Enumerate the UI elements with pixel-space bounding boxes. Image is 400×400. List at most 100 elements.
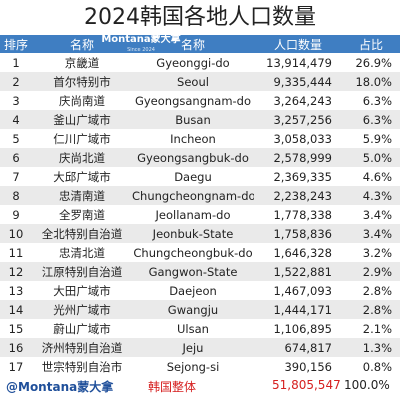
footer-total: @Montana蒙大拿 韩国整体 51,805,547 100.0% xyxy=(0,375,400,397)
share-cell: 2.9% xyxy=(362,264,392,279)
rank-cell: 15 xyxy=(8,321,24,336)
share-cell: 3.4% xyxy=(362,226,392,241)
rank-cell: 2 xyxy=(12,74,20,89)
population-cell: 1,106,895 xyxy=(273,321,332,336)
population-table: 排序 名称 名称 人口数量 占比 1 京畿道 Gyeonggi-do 13,914,4… xyxy=(0,35,400,376)
name-en-cell: Jeollanam-do xyxy=(155,207,231,222)
rank-cell: 6 xyxy=(12,150,20,165)
name-en-cell: Chungcheongnam-do xyxy=(132,188,254,203)
name-en-cell: Seoul xyxy=(177,74,209,89)
rank-cell: 8 xyxy=(12,188,20,203)
brand-tagline: Since 2024 xyxy=(127,47,155,53)
header-name-cn: 名称 xyxy=(69,37,94,52)
header-rank: 排序 xyxy=(3,37,28,52)
population-cell: 674,817 xyxy=(284,340,332,355)
name-en-cell: Incheon xyxy=(170,131,216,146)
name-en-cell: Gwangju xyxy=(167,302,219,317)
name-en-cell: Gyeonggi-do xyxy=(156,55,230,70)
table-row: 15 蔚山广域市 Ulsan 1,106,895 2.1% xyxy=(0,319,400,338)
population-cell: 2,238,243 xyxy=(273,188,332,203)
table-row: 8 忠清南道 Chungcheongnam-do 2,238,243 4.3% xyxy=(0,186,400,205)
header-share: 占比 xyxy=(358,37,383,52)
table-row: 1 京畿道 Gyeonggi-do 13,914,479 26.9% xyxy=(0,53,400,72)
population-cell: 1,467,093 xyxy=(273,283,332,298)
header-name-en: 名称 xyxy=(180,37,205,52)
name-en-cell: Gyeongsangnam-do xyxy=(134,93,252,108)
name-cn-cell: 光州广域市 xyxy=(53,302,111,317)
population-cell: 2,369,335 xyxy=(273,169,332,184)
rank-cell: 13 xyxy=(8,283,24,298)
name-cn-cell: 全罗南道 xyxy=(59,207,105,222)
total-label: 韩国整体 xyxy=(148,380,197,394)
name-en-cell: Jeonbuk-State xyxy=(152,226,234,241)
name-cn-cell: 忠清南道 xyxy=(59,188,105,203)
share-cell: 2.8% xyxy=(362,302,392,317)
rank-cell: 9 xyxy=(12,207,20,222)
table-row: 5 仁川广域市 Incheon 3,058,033 5.9% xyxy=(0,129,400,148)
population-cell: 13,914,479 xyxy=(266,55,332,70)
author-handle: @Montana蒙大拿 xyxy=(6,380,114,394)
table-row: 6 庆尚北道 Gyeongsangbuk-do 2,578,999 5.0% xyxy=(0,148,400,167)
table-row: 9 全罗南道 Jeollanam-do 1,778,338 3.4% xyxy=(0,205,400,224)
rank-cell: 1 xyxy=(12,55,20,70)
table-header-row: 排序 名称 名称 人口数量 占比 xyxy=(0,35,400,53)
share-cell: 2.8% xyxy=(362,283,392,298)
total-share: 100.0% xyxy=(344,378,390,392)
name-cn-cell: 庆尚南道 xyxy=(59,93,105,108)
table-row: 12 江原特别自治道 Gangwon-State 1,522,881 2.9% xyxy=(0,262,400,281)
population-cell: 1,758,836 xyxy=(273,226,332,241)
name-cn-cell: 庆尚北道 xyxy=(59,150,105,165)
population-cell: 3,264,243 xyxy=(273,93,332,108)
name-en-cell: Jeju xyxy=(182,340,204,355)
share-cell: 1.3% xyxy=(362,340,392,355)
table-row: 4 釜山广域市 Busan 3,257,256 6.3% xyxy=(0,110,400,129)
name-en-cell: Daejeon xyxy=(169,283,217,298)
share-cell: 6.3% xyxy=(362,93,392,108)
share-cell: 6.3% xyxy=(362,112,392,127)
table-row: 10 全北特别自治道 Jeonbuk-State 1,758,836 3.4% xyxy=(0,224,400,243)
population-cell: 1,646,328 xyxy=(273,245,332,260)
table-row: 2 首尔特别市 Seoul 9,335,444 18.0% xyxy=(0,72,400,91)
share-cell: 3.4% xyxy=(362,207,392,222)
name-cn-cell: 济州特别自治道 xyxy=(41,340,123,355)
name-cn-cell: 忠清北道 xyxy=(59,245,105,260)
name-en-cell: Daegu xyxy=(174,169,212,184)
population-cell: 3,257,256 xyxy=(273,112,332,127)
rank-cell: 17 xyxy=(8,359,24,374)
name-en-cell: Gangwon-State xyxy=(148,264,238,279)
table-row: 14 光州广域市 Gwangju 1,444,171 2.8% xyxy=(0,300,400,319)
rank-cell: 5 xyxy=(12,131,20,146)
name-en-cell: Chungcheongbuk-do xyxy=(133,245,253,260)
share-cell: 0.8% xyxy=(362,359,392,374)
population-cell: 1,522,881 xyxy=(273,264,332,279)
table-row: 3 庆尚南道 Gyeongsangnam-do 3,264,243 6.3% xyxy=(0,91,400,110)
share-cell: 5.9% xyxy=(362,131,392,146)
table-row: 17 世宗特别自治市 Sejong-si 390,156 0.8% xyxy=(0,357,400,376)
page-title: 2024韩国各地人口数量 xyxy=(84,5,316,30)
table-row: 13 大田广域市 Daejeon 1,467,093 2.8% xyxy=(0,281,400,300)
population-cell: 1,778,338 xyxy=(273,207,332,222)
brand-name: Montana蒙大拿 xyxy=(101,34,181,45)
table-row: 16 济州特别自治道 Jeju 674,817 1.3% xyxy=(0,338,400,357)
name-cn-cell: 世宗特别自治市 xyxy=(41,359,123,374)
population-cell: 390,156 xyxy=(284,359,332,374)
share-cell: 26.9% xyxy=(355,55,392,70)
population-cell: 3,058,033 xyxy=(273,131,332,146)
header-population: 人口数量 xyxy=(273,37,322,52)
rank-cell: 3 xyxy=(12,93,20,108)
name-cn-cell: 蔚山广域市 xyxy=(53,321,111,336)
population-cell: 2,578,999 xyxy=(273,150,332,165)
share-cell: 2.1% xyxy=(362,321,392,336)
name-en-cell: Gyeongsangbuk-do xyxy=(137,150,249,165)
name-cn-cell: 大田广域市 xyxy=(53,283,111,298)
brand-watermark: Montana蒙大拿 Since 2024 xyxy=(96,35,186,55)
name-cn-cell: 京畿道 xyxy=(64,55,100,70)
name-cn-cell: 首尔特别市 xyxy=(53,74,111,89)
rank-cell: 10 xyxy=(8,226,24,241)
name-en-cell: Ulsan xyxy=(177,321,209,336)
rank-cell: 16 xyxy=(8,340,24,355)
share-cell: 4.6% xyxy=(362,169,392,184)
rank-cell: 7 xyxy=(12,169,20,184)
name-en-cell: Busan xyxy=(175,112,211,127)
